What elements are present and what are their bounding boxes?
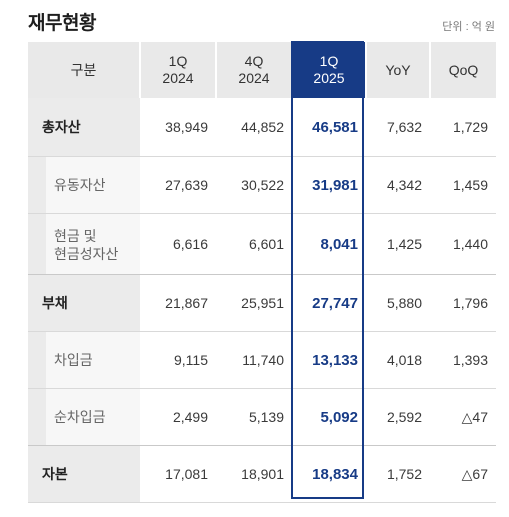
table-cell: 38,949 [140, 98, 216, 157]
table-cell: 27,639 [140, 156, 216, 214]
page-title: 재무현황 [28, 13, 96, 34]
table-cell: △67 [430, 445, 496, 503]
row-label: 현금 및 현금성자산 [28, 213, 140, 275]
table-cell-highlight: 46,581 [292, 98, 366, 157]
table-row: 현금 및 현금성자산 6,616 6,601 8,041 1,425 1,440 [28, 213, 496, 275]
row-label: 유동자산 [28, 156, 140, 214]
header-1q-2025: 1Q 2025 [291, 42, 366, 98]
table-cell: 5,880 [366, 274, 430, 332]
table-cell: 6,616 [140, 213, 216, 275]
table-cell: 25,951 [216, 274, 292, 332]
financial-table: 구분 1Q 2024 4Q 2024 1Q 2025 YoY QoQ 총자산 38,9… [28, 42, 496, 503]
table-cell-highlight: 31,981 [292, 156, 366, 214]
table-cell: 2,499 [140, 388, 216, 446]
table-cell: 6,601 [216, 213, 292, 275]
table-cell-highlight: 5,092 [292, 388, 366, 446]
table-cell: 1,752 [366, 445, 430, 503]
table-cell-highlight: 27,747 [292, 274, 366, 332]
table-row: 순차입금 2,499 5,139 5,092 2,592 △47 [28, 388, 496, 446]
table-cell-highlight: 8,041 [292, 213, 366, 275]
header-4q-2024: 4Q 2024 [215, 42, 292, 98]
table-cell: 1,459 [430, 156, 496, 214]
table-cell: 7,632 [366, 98, 430, 157]
table-cell: 30,522 [216, 156, 292, 214]
table-row: 유동자산 27,639 30,522 31,981 4,342 1,459 [28, 156, 496, 214]
table-cell: 4,342 [366, 156, 430, 214]
table-cell: 44,852 [216, 98, 292, 157]
header-category: 구분 [28, 42, 140, 98]
table-cell: 11,740 [216, 331, 292, 389]
header-yoy: YoY [365, 42, 430, 98]
table-cell: △47 [430, 388, 496, 446]
table-cell: 1,425 [366, 213, 430, 275]
table-row: 자본 17,081 18,901 18,834 1,752 △67 [28, 445, 496, 503]
header-qoq: QoQ [429, 42, 496, 98]
table-cell: 5,139 [216, 388, 292, 446]
table-cell: 18,901 [216, 445, 292, 503]
table-cell: 2,592 [366, 388, 430, 446]
row-label: 부채 [28, 274, 140, 332]
row-label: 자본 [28, 445, 140, 503]
row-label: 총자산 [28, 98, 140, 157]
table-cell: 1,729 [430, 98, 496, 157]
table-cell-highlight: 18,834 [292, 445, 366, 503]
row-label: 차입금 [28, 331, 140, 389]
unit-label: 단위 : 억 원 [442, 21, 495, 33]
header-row: 구분 1Q 2024 4Q 2024 1Q 2025 YoY QoQ [28, 42, 496, 98]
table-cell: 9,115 [140, 331, 216, 389]
table-cell-highlight: 13,133 [292, 331, 366, 389]
table-cell: 4,018 [366, 331, 430, 389]
table-cell: 1,393 [430, 331, 496, 389]
table-cell: 17,081 [140, 445, 216, 503]
table-cell: 1,440 [430, 213, 496, 275]
row-label: 순차입금 [28, 388, 140, 446]
table-row: 차입금 9,115 11,740 13,133 4,018 1,393 [28, 331, 496, 389]
header-1q-2024: 1Q 2024 [139, 42, 216, 98]
table-cell: 1,796 [430, 274, 496, 332]
table-row: 부채 21,867 25,951 27,747 5,880 1,796 [28, 274, 496, 332]
table-cell: 21,867 [140, 274, 216, 332]
table-row: 총자산 38,949 44,852 46,581 7,632 1,729 [28, 98, 496, 157]
